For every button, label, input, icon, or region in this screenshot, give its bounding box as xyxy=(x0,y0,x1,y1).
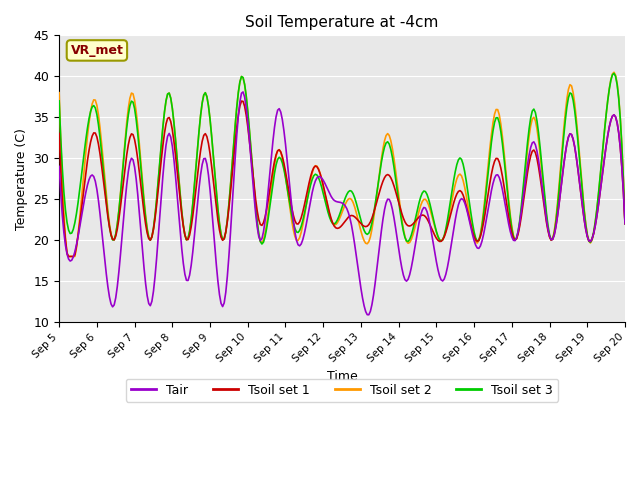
Title: Soil Temperature at -4cm: Soil Temperature at -4cm xyxy=(245,15,439,30)
X-axis label: Time: Time xyxy=(326,370,358,383)
Tsoil set 3 xyxy=(258,241,266,247)
Tair xyxy=(161,156,168,161)
Tsoil set 2 xyxy=(610,70,618,75)
Tsoil set 1 xyxy=(621,221,629,227)
Tsoil set 2 xyxy=(65,253,72,259)
Tair xyxy=(381,207,388,213)
Tair xyxy=(412,238,420,243)
Legend: Tair, Tsoil set 1, Tsoil set 2, Tsoil set 3: Tair, Tsoil set 1, Tsoil set 2, Tsoil se… xyxy=(126,379,558,402)
Line: Tair: Tair xyxy=(59,92,625,315)
Tsoil set 2 xyxy=(72,245,80,251)
Tsoil set 2 xyxy=(379,146,387,152)
Tsoil set 2 xyxy=(398,216,406,222)
Text: VR_met: VR_met xyxy=(70,44,124,57)
Tsoil set 3 xyxy=(161,109,168,115)
Tsoil set 1 xyxy=(381,175,388,180)
Tsoil set 3 xyxy=(410,220,418,226)
Tsoil set 2 xyxy=(55,90,63,96)
Line: Tsoil set 2: Tsoil set 2 xyxy=(59,72,625,256)
Line: Tsoil set 1: Tsoil set 1 xyxy=(59,101,625,256)
Tair xyxy=(555,202,563,208)
Tsoil set 2 xyxy=(162,98,170,104)
Tsoil set 3 xyxy=(554,205,561,211)
Tsoil set 3 xyxy=(55,98,63,104)
Tair xyxy=(365,312,372,318)
Tair xyxy=(71,249,79,254)
Tsoil set 3 xyxy=(71,220,79,226)
Tsoil set 1 xyxy=(555,201,563,207)
Tsoil set 3 xyxy=(621,221,629,227)
Line: Tsoil set 3: Tsoil set 3 xyxy=(59,73,625,244)
Tair xyxy=(55,164,63,169)
Tsoil set 1 xyxy=(237,98,245,104)
Tsoil set 2 xyxy=(621,221,629,227)
Tsoil set 1 xyxy=(412,217,420,223)
Tsoil set 1 xyxy=(55,131,63,136)
Tsoil set 2 xyxy=(554,201,561,207)
Tair xyxy=(621,221,629,227)
Tsoil set 3 xyxy=(610,71,618,76)
Y-axis label: Temperature (C): Temperature (C) xyxy=(15,128,28,229)
Tsoil set 1 xyxy=(72,243,80,249)
Tair xyxy=(399,272,407,278)
Tsoil set 3 xyxy=(398,220,406,226)
Tsoil set 3 xyxy=(379,151,387,156)
Tsoil set 1 xyxy=(65,253,72,259)
Tsoil set 2 xyxy=(410,227,418,232)
Tair xyxy=(239,89,247,95)
Tsoil set 1 xyxy=(162,121,170,127)
Tsoil set 1 xyxy=(399,215,407,221)
